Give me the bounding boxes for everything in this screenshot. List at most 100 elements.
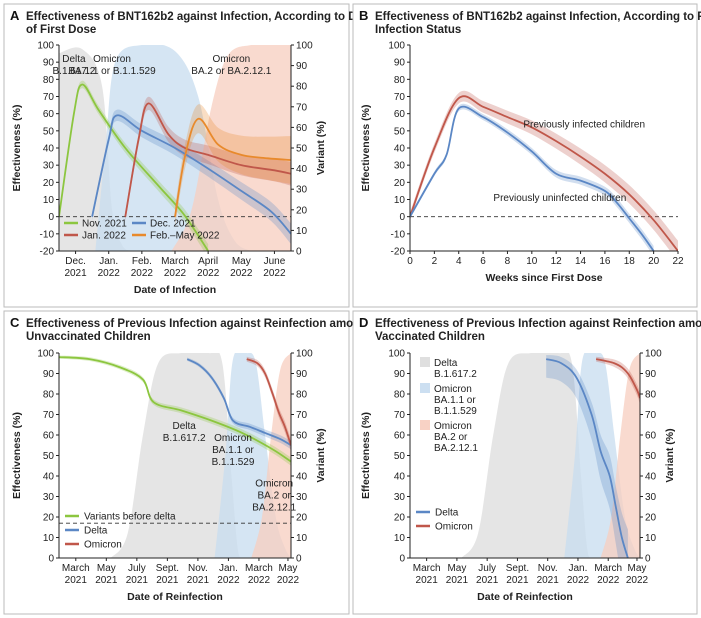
x-tick-label: 2022 <box>626 575 649 586</box>
panel-c: C Effectiveness of Previous Infection aga… <box>3 310 367 615</box>
plot-area <box>461 353 640 558</box>
y2-tick-label: 10 <box>296 533 308 544</box>
y-tick-label: 100 <box>388 349 405 360</box>
y2-tick-label: 80 <box>645 390 657 401</box>
y2-tick-label: 70 <box>645 410 657 421</box>
x-axis-label: Date of Infection <box>134 284 216 296</box>
annotation-text: B.1.617.2 <box>163 433 206 444</box>
legend-label: Omicron <box>434 384 472 395</box>
y-tick-label: 20 <box>394 178 406 189</box>
x-tick-label: 2022 <box>98 268 121 279</box>
y-tick-label: 60 <box>394 109 406 120</box>
x-tick-label: June <box>264 256 286 267</box>
panel-title-line: Effectiveness of Previous Infection agai… <box>26 318 367 330</box>
y-tick-label: -10 <box>40 229 55 240</box>
panel-d: D Effectiveness of Previous Infection aga… <box>352 310 701 615</box>
x-tick-label: Nov. <box>188 563 208 574</box>
x-tick-label: 2022 <box>197 268 220 279</box>
y-tick-label: 30 <box>394 161 406 172</box>
panel-title-line: of First Dose <box>26 24 96 36</box>
series-line <box>410 105 655 251</box>
y-tick-label: 30 <box>43 492 55 503</box>
x-tick-label: 22 <box>672 256 684 267</box>
legend-label: Omicron <box>84 540 122 551</box>
y-tick-label: 30 <box>43 161 55 172</box>
y2-tick-label: 10 <box>296 226 308 237</box>
panel-title-line: Effectiveness of BNT162b2 against Infect… <box>26 11 373 23</box>
legend-swatch <box>420 383 430 393</box>
annotation-text: Previously infected children <box>523 119 645 130</box>
panel-title-line: Effectiveness of BNT162b2 against Infect… <box>375 11 701 23</box>
y2-tick-label: 60 <box>296 431 308 442</box>
x-tick-label: Jan. <box>569 563 588 574</box>
annotation-text: B.1.617.2 <box>53 66 96 77</box>
y2-tick-label: 90 <box>645 369 657 380</box>
y-axis-label: Effectiveness (%) <box>360 412 372 499</box>
y2-tick-label: 30 <box>296 185 308 196</box>
x-tick-label: 2022 <box>597 575 620 586</box>
y-tick-label: 70 <box>394 92 406 103</box>
panel-letter: B <box>359 8 368 23</box>
series-line <box>246 358 291 446</box>
legend: Variants before delta Delta Omicron <box>65 512 176 551</box>
series-line <box>91 114 291 235</box>
legend-swatch <box>420 357 430 367</box>
y2-tick-label: 40 <box>296 164 308 175</box>
y2-tick-label: 90 <box>296 369 308 380</box>
y2-tick-label: 80 <box>296 390 308 401</box>
x-tick-label: 2022 <box>131 268 154 279</box>
legend-label: Delta <box>84 526 108 537</box>
legend-label: Omicron <box>435 522 473 533</box>
legend-label: B.1.1.529 <box>434 406 477 417</box>
series-ci-band <box>59 355 291 466</box>
y-tick-label: 40 <box>394 144 406 155</box>
x-tick-label: 2022 <box>217 575 240 586</box>
y-tick-label: 40 <box>394 472 406 483</box>
y-axis-label: Effectiveness (%) <box>11 412 23 499</box>
y2-tick-label: 70 <box>296 102 308 113</box>
annotation-text: BA.1.1 or B.1.1.529 <box>68 66 156 77</box>
x-axis-label: Weeks since First Dose <box>485 272 602 284</box>
y-tick-label: -20 <box>391 247 406 258</box>
y-tick-label: 50 <box>43 126 55 137</box>
x-tick-label: March <box>413 563 441 574</box>
variant-band <box>600 353 640 558</box>
variant-band <box>171 45 291 251</box>
y-tick-label: 90 <box>394 369 406 380</box>
series-ci-band <box>175 104 291 227</box>
legend-label: Delta <box>435 508 459 519</box>
x-tick-label: 2021 <box>416 575 439 586</box>
x-tick-label: March <box>594 563 622 574</box>
x-tick-label: 2021 <box>126 575 149 586</box>
x-tick-label: May <box>97 563 116 574</box>
annotation-text: BA.1.1 or <box>212 445 254 456</box>
x-tick-label: March <box>161 256 189 267</box>
series-line <box>410 95 678 251</box>
y-tick-label: 40 <box>43 144 55 155</box>
y2-tick-label: 80 <box>296 82 308 93</box>
annotation-text: Delta <box>172 421 196 432</box>
annotation-text: BA.2 or BA.2.12.1 <box>191 66 271 77</box>
x-tick-label: 2021 <box>187 575 210 586</box>
y-tick-label: 80 <box>43 390 55 401</box>
annotation-text: Previously uninfected children <box>493 193 626 204</box>
y2-tick-label: 0 <box>296 247 302 258</box>
panel-letter: C <box>10 315 20 330</box>
series-ci-band <box>546 355 628 558</box>
y-tick-label: 50 <box>43 451 55 462</box>
y-tick-label: 60 <box>394 431 406 442</box>
variant-band <box>251 353 291 558</box>
annotation-text: Omicron <box>212 54 250 65</box>
x-tick-label: May <box>232 256 251 267</box>
x-tick-label: 14 <box>575 256 587 267</box>
y-tick-label: 10 <box>43 533 55 544</box>
x-tick-label: 2021 <box>537 575 560 586</box>
variant-band <box>461 353 592 558</box>
x-tick-label: 2022 <box>277 575 300 586</box>
legend-label: B.1.617.2 <box>434 369 477 380</box>
x-tick-label: March <box>245 563 273 574</box>
y2-axis-label: Variant (%) <box>664 428 676 482</box>
y-tick-label: 30 <box>394 492 406 503</box>
